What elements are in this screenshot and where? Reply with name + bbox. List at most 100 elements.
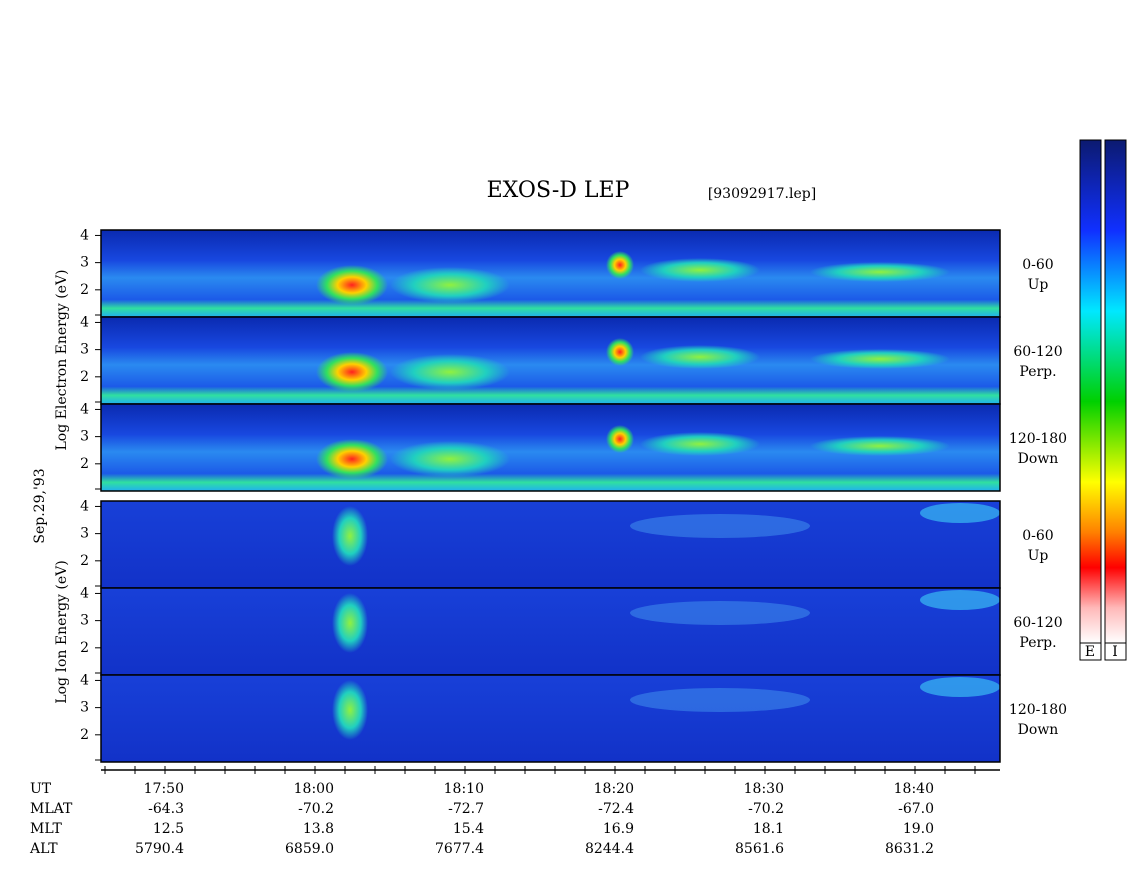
spectrogram — [101, 675, 1000, 762]
row-value: 18:40 — [894, 781, 934, 797]
row-value: 15.4 — [453, 821, 484, 837]
pitch-angle-direction: Up — [1028, 277, 1049, 293]
row-value: 18:00 — [294, 781, 334, 797]
y-tick-label: 4 — [80, 227, 89, 243]
spectrogram-feature — [810, 436, 950, 456]
row-value: -72.7 — [448, 801, 484, 817]
y-tick-label: 3 — [80, 613, 89, 629]
spectrogram-feature — [332, 506, 368, 566]
y-tick-label: 2 — [80, 456, 89, 472]
pitch-angle-range: 120-180 — [1009, 431, 1067, 447]
spectrogram-feature — [640, 345, 760, 369]
y-tick-label: 2 — [80, 369, 89, 385]
y-tick-label: 4 — [80, 498, 89, 514]
y-tick-label: 3 — [80, 526, 89, 542]
row-value: 8631.2 — [885, 841, 934, 857]
colorbar-label-box — [1079, 642, 1102, 661]
row-value: 16.9 — [603, 821, 634, 837]
spectrogram-feature — [390, 441, 510, 477]
spectrogram-feature — [810, 262, 950, 282]
spectrogram-feature — [630, 688, 810, 712]
file-name: [93092917.lep] — [708, 186, 816, 202]
y-tick-label: 3 — [80, 342, 89, 358]
row-value: 17:50 — [144, 781, 184, 797]
y-tick-label: 2 — [80, 640, 89, 656]
colorbar — [1079, 139, 1102, 644]
spectrogram — [101, 588, 1000, 675]
row-value: 18:30 — [744, 781, 784, 797]
pitch-angle-range: 120-180 — [1009, 702, 1067, 718]
spectrogram-feature — [810, 349, 950, 369]
row-value: 18:20 — [594, 781, 634, 797]
row-value: 5790.4 — [135, 841, 184, 857]
colorbar-label-box — [1104, 642, 1127, 661]
row-name: MLAT — [30, 801, 73, 817]
group-label: Log Ion Energy (eV) — [54, 560, 70, 703]
panel-frame — [100, 403, 1001, 492]
y-tick-label: 2 — [80, 553, 89, 569]
y-tick-label: 2 — [80, 282, 89, 298]
pitch-angle-direction: Down — [1018, 451, 1059, 467]
row-value: 6859.0 — [285, 841, 334, 857]
row-value: 8244.4 — [585, 841, 634, 857]
spectrogram-feature — [390, 354, 510, 390]
panels: 2 3 4 0-60 Up 2 3 4 60-120 Perp. 2 3 4 120-180 Down 2 3 4… — [80, 227, 1067, 763]
spectrogram-feature — [606, 251, 634, 279]
y-tick-label: 4 — [80, 672, 89, 688]
pitch-angle-direction: Perp. — [1019, 364, 1056, 380]
pitch-angle-range: 0-60 — [1022, 528, 1053, 544]
spectrogram-feature — [332, 593, 368, 653]
y-tick-label: 2 — [80, 727, 89, 743]
row-name: MLT — [30, 821, 62, 837]
row-name: UT — [30, 781, 52, 797]
spectrogram-feature — [390, 267, 510, 303]
group-label: Log Electron Energy (eV) — [54, 269, 70, 450]
pitch-angle-direction: Perp. — [1019, 635, 1056, 651]
pitch-angle-direction: Down — [1018, 722, 1059, 738]
y-tick-label: 4 — [80, 401, 89, 417]
colorbar-label: E — [1085, 644, 1095, 660]
row-value: -67.0 — [898, 801, 934, 817]
date-label: Sep.29,'93 — [32, 468, 48, 543]
row-value: 12.5 — [153, 821, 184, 837]
spectrogram-feature — [606, 338, 634, 366]
y-tick-label: 3 — [80, 255, 89, 271]
spectrogram-feature — [640, 432, 760, 456]
spectrogram-feature — [606, 425, 634, 453]
panel-frame — [100, 674, 1001, 763]
row-value: 13.8 — [303, 821, 334, 837]
spectrogram — [101, 501, 1000, 588]
time-axis: UT 17:50 18:00 18:10 18:20 18:30 18:40 MLAT -64.… — [29, 766, 1000, 857]
row-value: 18.1 — [753, 821, 784, 837]
colorbar — [1104, 139, 1127, 644]
row-value: 18:10 — [444, 781, 484, 797]
spectrogram-feature — [920, 503, 1000, 523]
spectrogram-feature — [920, 590, 1000, 610]
y-tick-label: 3 — [80, 700, 89, 716]
spectrogram-feature — [316, 352, 388, 392]
y-tick-label: 4 — [80, 585, 89, 601]
spectrogram-feature — [630, 514, 810, 538]
pitch-angle-range: 0-60 — [1022, 257, 1053, 273]
spectrogram-feature — [640, 258, 760, 282]
pitch-angle-range: 60-120 — [1013, 615, 1062, 631]
row-value: 19.0 — [903, 821, 934, 837]
spectrogram-feature — [630, 601, 810, 625]
row-value: 8561.6 — [735, 841, 784, 857]
spectrogram-feature — [920, 677, 1000, 697]
pitch-angle-range: 60-120 — [1013, 344, 1062, 360]
y-tick-label: 3 — [80, 429, 89, 445]
colorbar-label: I — [1112, 644, 1118, 660]
spectrogram-feature — [332, 680, 368, 740]
spectrogram-feature — [316, 439, 388, 479]
row-value: -64.3 — [148, 801, 184, 817]
row-value: -70.2 — [748, 801, 784, 817]
y-tick-label: 4 — [80, 314, 89, 330]
row-name: ALT — [29, 841, 58, 857]
pitch-angle-direction: Up — [1028, 548, 1049, 564]
spectrogram-feature — [316, 265, 388, 305]
row-value: -70.2 — [298, 801, 334, 817]
title: EXOS-D LEP — [487, 178, 630, 203]
row-value: -72.4 — [598, 801, 634, 817]
